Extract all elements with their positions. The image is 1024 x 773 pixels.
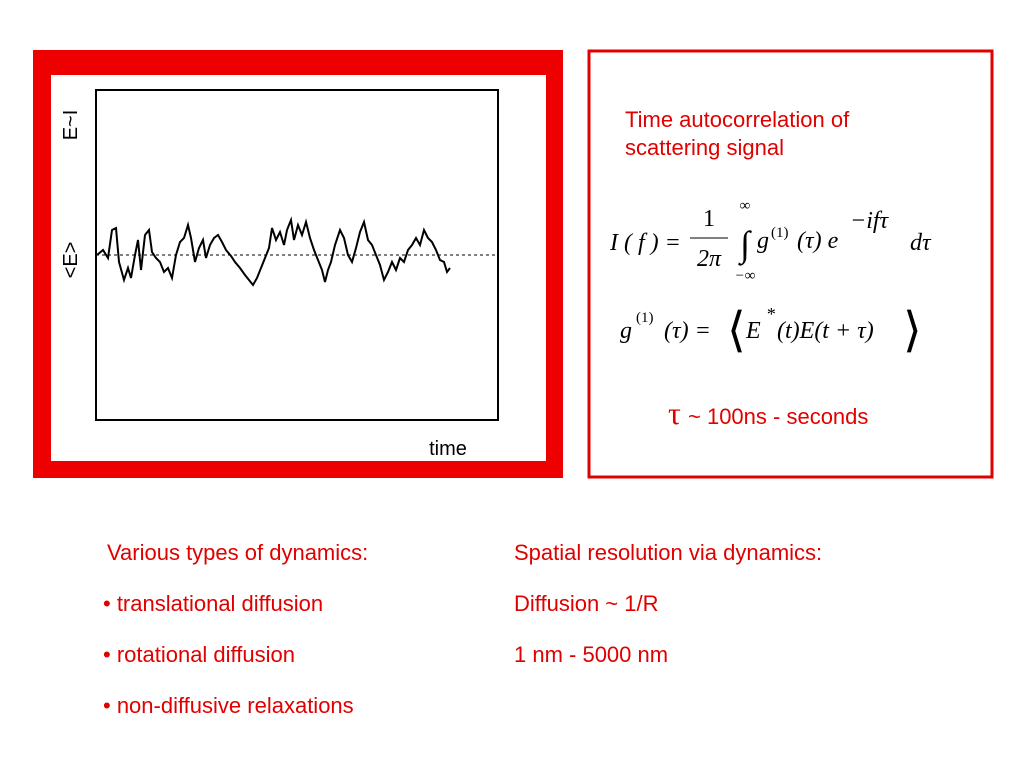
eq-text: ⟨ bbox=[727, 304, 746, 357]
tau: τ bbox=[668, 395, 681, 431]
eq-text: −∞ bbox=[735, 268, 756, 284]
list-item: Diffusion ~ 1/R bbox=[514, 591, 659, 616]
mean-label: <E> bbox=[60, 242, 82, 279]
eq-text: (1) bbox=[771, 225, 789, 241]
eq-text: (τ) = bbox=[664, 318, 711, 344]
list-item: • non-diffusive relaxations bbox=[103, 693, 354, 718]
info-box bbox=[587, 49, 994, 479]
y-label: E~I bbox=[60, 110, 82, 141]
eq-text: (τ) e bbox=[797, 228, 839, 254]
eq-text: I ( f ) = bbox=[609, 230, 681, 256]
eq-text: ∞ bbox=[740, 198, 751, 214]
list-item: Spatial resolution via dynamics: bbox=[514, 540, 822, 565]
frame-inner bbox=[51, 75, 546, 461]
eq-text: (1) bbox=[636, 310, 654, 326]
list-item: 1 nm - 5000 nm bbox=[514, 642, 668, 667]
signal bbox=[96, 216, 451, 287]
eq-text: g bbox=[757, 228, 769, 254]
eq-text: (t)E(t + τ) bbox=[777, 318, 874, 344]
eq-text: ∫ bbox=[738, 224, 752, 266]
eq-text: ⟩ bbox=[903, 304, 922, 357]
list-item: Various types of dynamics: bbox=[107, 540, 368, 565]
box-title: Time autocorrelation of bbox=[625, 107, 850, 132]
x-label: time bbox=[429, 438, 467, 460]
box-title: scattering signal bbox=[625, 135, 784, 160]
eq-text: E bbox=[745, 318, 761, 344]
eq-text: 2π bbox=[697, 246, 722, 272]
eq-text: dτ bbox=[910, 230, 932, 256]
tau-text: ~ 100ns - seconds bbox=[688, 404, 868, 429]
eq-text: g bbox=[620, 318, 632, 344]
eq-text: * bbox=[766, 304, 775, 324]
list-item: • rotational diffusion bbox=[103, 642, 295, 667]
list-item: • translational diffusion bbox=[103, 591, 323, 616]
eq-text: −ifτ bbox=[850, 208, 890, 234]
eq-text: 1 bbox=[703, 206, 715, 232]
